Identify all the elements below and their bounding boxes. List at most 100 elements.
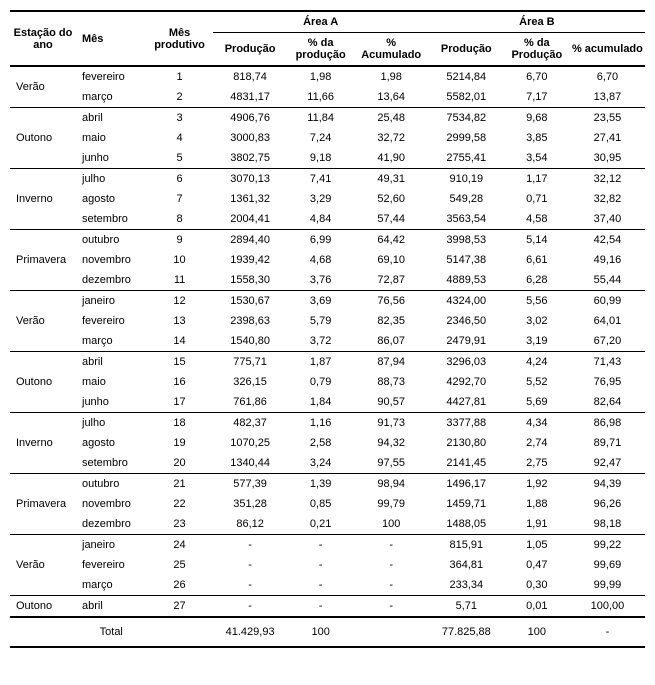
cell-mes: fevereiro bbox=[76, 311, 147, 331]
cell-mes: novembro bbox=[76, 494, 147, 514]
cell-a-pct: - bbox=[288, 535, 354, 556]
cell-mp: 1 bbox=[147, 66, 213, 87]
cell-season: Outono bbox=[10, 108, 76, 169]
cell-a-prod: 4831,17 bbox=[213, 87, 288, 108]
cell-mes: maio bbox=[76, 372, 147, 392]
cell-b-acc: 64,01 bbox=[570, 311, 645, 331]
cell-b-pct: 4,24 bbox=[504, 352, 570, 373]
cell-a-acc: 57,44 bbox=[354, 209, 429, 230]
col-area-b: Área B bbox=[429, 11, 645, 33]
cell-b-pct: 4,34 bbox=[504, 413, 570, 434]
cell-a-pct: 1,98 bbox=[288, 66, 354, 87]
cell-b-pct: 5,56 bbox=[504, 291, 570, 312]
table-row: Outonoabril34906,7611,8425,487534,829,68… bbox=[10, 108, 645, 129]
cell-b-acc: 86,98 bbox=[570, 413, 645, 434]
cell-a-pct: 4,84 bbox=[288, 209, 354, 230]
table-row: Invernojulho18482,371,1691,733377,884,34… bbox=[10, 413, 645, 434]
cell-a-prod: 1340,44 bbox=[213, 453, 288, 474]
cell-mes: julho bbox=[76, 413, 147, 434]
cell-a-pct: - bbox=[288, 596, 354, 618]
cell-a-prod: - bbox=[213, 596, 288, 618]
table-row: agosto191070,252,5894,322130,802,7489,71 bbox=[10, 433, 645, 453]
cell-mp: 6 bbox=[147, 169, 213, 190]
cell-a-prod: 775,71 bbox=[213, 352, 288, 373]
cell-b-acc: 60,99 bbox=[570, 291, 645, 312]
cell-a-prod: 1530,67 bbox=[213, 291, 288, 312]
cell-b-prod: 4292,70 bbox=[429, 372, 504, 392]
cell-b-pct: 3,54 bbox=[504, 148, 570, 169]
col-b-prod: Produção bbox=[429, 33, 504, 67]
cell-b-pct: 2,75 bbox=[504, 453, 570, 474]
cell-total-b-prod: 77.825,88 bbox=[429, 617, 504, 647]
cell-a-acc: 82,35 bbox=[354, 311, 429, 331]
cell-mp: 20 bbox=[147, 453, 213, 474]
cell-mp: 8 bbox=[147, 209, 213, 230]
col-b-acc: % acumulado bbox=[570, 33, 645, 67]
cell-mes: junho bbox=[76, 392, 147, 413]
cell-a-pct: 7,24 bbox=[288, 128, 354, 148]
cell-mp: 25 bbox=[147, 555, 213, 575]
cell-mp: 19 bbox=[147, 433, 213, 453]
cell-mp: 27 bbox=[147, 596, 213, 618]
cell-a-acc: 69,10 bbox=[354, 250, 429, 270]
cell-b-pct: 0,71 bbox=[504, 189, 570, 209]
cell-b-acc: 49,16 bbox=[570, 250, 645, 270]
cell-a-pct: 3,29 bbox=[288, 189, 354, 209]
cell-b-acc: 89,71 bbox=[570, 433, 645, 453]
cell-mes: fevereiro bbox=[76, 66, 147, 87]
cell-mp: 14 bbox=[147, 331, 213, 352]
cell-a-prod: 351,28 bbox=[213, 494, 288, 514]
cell-a-acc: 41,90 bbox=[354, 148, 429, 169]
cell-mp: 17 bbox=[147, 392, 213, 413]
cell-a-pct: 1,16 bbox=[288, 413, 354, 434]
cell-mes: outubro bbox=[76, 230, 147, 251]
cell-a-acc: - bbox=[354, 575, 429, 596]
col-estacao: Estação do ano bbox=[10, 11, 76, 66]
cell-b-pct: 1,92 bbox=[504, 474, 570, 495]
cell-b-prod: 5582,01 bbox=[429, 87, 504, 108]
cell-a-prod: 2398,63 bbox=[213, 311, 288, 331]
cell-a-acc: 90,57 bbox=[354, 392, 429, 413]
cell-b-acc: 99,69 bbox=[570, 555, 645, 575]
cell-a-prod: 818,74 bbox=[213, 66, 288, 87]
cell-b-pct: 2,74 bbox=[504, 433, 570, 453]
cell-b-pct: 1,17 bbox=[504, 169, 570, 190]
cell-b-pct: 7,17 bbox=[504, 87, 570, 108]
cell-b-acc: 71,43 bbox=[570, 352, 645, 373]
cell-b-prod: 3296,03 bbox=[429, 352, 504, 373]
cell-b-prod: 3563,54 bbox=[429, 209, 504, 230]
cell-season: Primavera bbox=[10, 230, 76, 291]
cell-b-prod: 2346,50 bbox=[429, 311, 504, 331]
cell-mp: 5 bbox=[147, 148, 213, 169]
cell-a-acc: - bbox=[354, 596, 429, 618]
cell-mp: 13 bbox=[147, 311, 213, 331]
cell-total-a-pct: 100 bbox=[288, 617, 354, 647]
cell-a-pct: 5,79 bbox=[288, 311, 354, 331]
cell-mp: 21 bbox=[147, 474, 213, 495]
cell-b-pct: 3,19 bbox=[504, 331, 570, 352]
cell-mes: março bbox=[76, 331, 147, 352]
table-header: Estação do ano Mês Mês produtivo Área A … bbox=[10, 11, 645, 66]
cell-mp: 3 bbox=[147, 108, 213, 129]
cell-b-pct: 4,58 bbox=[504, 209, 570, 230]
cell-a-acc: 98,94 bbox=[354, 474, 429, 495]
cell-mes: setembro bbox=[76, 453, 147, 474]
col-b-pct: % da Produção bbox=[504, 33, 570, 67]
cell-total-label: Total bbox=[10, 617, 213, 647]
table-row: março141540,803,7286,072479,913,1967,20 bbox=[10, 331, 645, 352]
cell-a-pct: 11,84 bbox=[288, 108, 354, 129]
cell-a-pct: 7,41 bbox=[288, 169, 354, 190]
cell-season: Verão bbox=[10, 66, 76, 108]
cell-a-prod: 3070,13 bbox=[213, 169, 288, 190]
cell-b-prod: 3998,53 bbox=[429, 230, 504, 251]
cell-a-acc: 100 bbox=[354, 514, 429, 535]
table-row: junho53802,759,1841,902755,413,5430,95 bbox=[10, 148, 645, 169]
cell-mes: abril bbox=[76, 596, 147, 618]
cell-a-pct: 1,39 bbox=[288, 474, 354, 495]
cell-b-pct: 3,02 bbox=[504, 311, 570, 331]
cell-mp: 24 bbox=[147, 535, 213, 556]
table-row: Outonoabril15775,711,8787,943296,034,247… bbox=[10, 352, 645, 373]
table-row: dezembro111558,303,7672,874889,536,2855,… bbox=[10, 270, 645, 291]
cell-b-prod: 233,34 bbox=[429, 575, 504, 596]
cell-mes: janeiro bbox=[76, 535, 147, 556]
